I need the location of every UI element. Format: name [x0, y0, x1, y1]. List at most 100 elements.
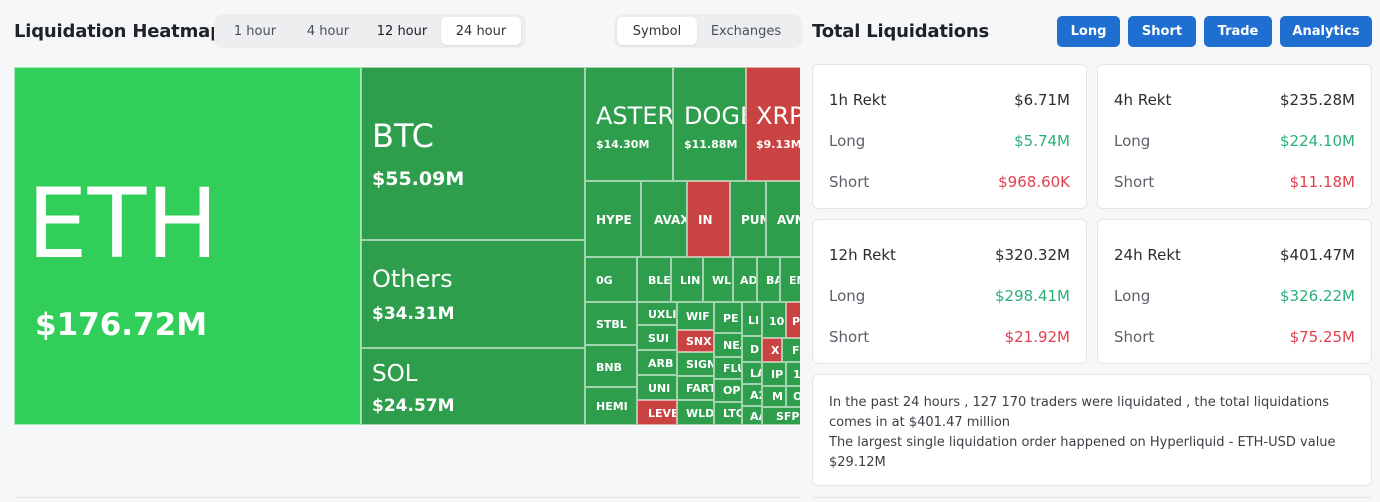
tile-sfp[interactable]: SFP — [762, 407, 800, 425]
card-short-value: $21.92M — [1004, 328, 1070, 346]
card-short-label: Short — [829, 173, 870, 191]
tile-ltc[interactable]: LTC — [714, 402, 742, 425]
tile-sol[interactable]: SOL $24.57M — [361, 348, 585, 425]
card-long-value: $224.10M — [1280, 132, 1355, 150]
card-total: $320.32M — [995, 246, 1070, 264]
tile-lin[interactable]: LIN — [671, 257, 703, 302]
tile-avax[interactable]: AVAX — [641, 181, 687, 257]
tile-lever[interactable]: LEVER — [637, 400, 677, 425]
tile-doge[interactable]: DOGE $11.88M — [673, 67, 746, 181]
heatmap-title: Liquidation Heatmap — [14, 21, 223, 42]
card-short-label: Short — [829, 328, 870, 346]
card-period: 12h Rekt — [829, 246, 896, 264]
tile-in[interactable]: IN — [687, 181, 730, 257]
tile-aa[interactable]: AA — [742, 406, 762, 425]
tile-ba[interactable]: BA — [757, 257, 780, 302]
tile-flu[interactable]: FLU — [714, 357, 742, 379]
tile-avnt[interactable]: AVNT — [766, 181, 800, 257]
tile-10[interactable]: 10 — [762, 302, 786, 338]
tile-fart[interactable]: FART — [677, 376, 714, 400]
tile-snx[interactable]: SNX — [677, 330, 714, 352]
timeframe-24h[interactable]: 24 hour — [441, 17, 521, 45]
timeframe-1h[interactable]: 1 hour — [233, 23, 277, 39]
card-period: 4h Rekt — [1114, 91, 1172, 109]
tile-f[interactable]: F — [782, 338, 800, 362]
tile-a2[interactable]: A2 — [742, 384, 762, 406]
card-long-label: Long — [829, 287, 866, 305]
card-long-value: $5.74M — [1014, 132, 1070, 150]
tile-pum[interactable]: PUM — [730, 181, 766, 257]
timeframe-selector: 1 hour 4 hour 12 hour 24 hour — [214, 14, 526, 48]
summary-line-traders: In the past 24 hours , 127 170 traders w… — [829, 395, 1329, 430]
summary-line-largest: The largest single liquidation order hap… — [829, 435, 1336, 470]
tile-li[interactable]: LI — [742, 302, 762, 336]
tile-op[interactable]: OP — [714, 379, 742, 402]
card-short-value: $11.18M — [1289, 173, 1355, 191]
tile-sui[interactable]: SUI — [637, 325, 677, 350]
tile-value: $55.09M — [372, 168, 465, 190]
card-long-label: Long — [829, 132, 866, 150]
card-long-label: Long — [1114, 132, 1151, 150]
tile-hype[interactable]: HYPE — [585, 181, 641, 257]
view-exchanges[interactable]: Exchanges — [710, 23, 782, 39]
tile-symbol: DOGE — [684, 102, 745, 130]
tile-wli[interactable]: WLI — [703, 257, 733, 302]
card-short-value: $75.25M — [1289, 328, 1355, 346]
tile-symbol: Others — [372, 265, 453, 293]
card-total: $235.28M — [1280, 91, 1355, 109]
timeframe-4h[interactable]: 4 hour — [306, 23, 350, 39]
tile-eth[interactable]: ETH $176.72M — [14, 67, 361, 425]
tile-ip[interactable]: IP — [762, 362, 786, 386]
tile-nea[interactable]: NEA — [714, 333, 742, 357]
long-button[interactable]: Long — [1057, 16, 1120, 47]
tile-pu[interactable]: PU — [786, 302, 800, 338]
tile-x[interactable]: X — [762, 338, 782, 362]
divider — [14, 497, 800, 498]
rekt-card-12h: 12h Rekt $320.32M Long $298.41M Short $21.9… — [812, 219, 1087, 364]
tile-wif[interactable]: WIF — [677, 302, 714, 330]
tile-xrp[interactable]: XRP $9.13M — [746, 67, 800, 181]
trade-button[interactable]: Trade — [1204, 16, 1272, 47]
card-long-label: Long — [1114, 287, 1151, 305]
liquidation-summary: In the past 24 hours , 127 170 traders w… — [812, 374, 1372, 486]
tile-wld[interactable]: WLD — [677, 400, 714, 425]
tile-others[interactable]: Others $34.31M — [361, 240, 585, 348]
tile-en[interactable]: EN — [780, 257, 800, 302]
tile-value: $14.30M — [596, 138, 650, 151]
tile-btc[interactable]: BTC $55.09M — [361, 67, 585, 240]
tile-bnb[interactable]: BNB — [585, 345, 637, 387]
tile-stbl[interactable]: STBL — [585, 302, 637, 345]
tile-1c[interactable]: 1C — [786, 362, 800, 386]
tile-uxli[interactable]: UXLI — [637, 302, 677, 325]
tile-ad[interactable]: AD — [733, 257, 757, 302]
liquidation-treemap: ETH $176.72M BTC $55.09M Others $34.31M … — [14, 67, 800, 425]
tile-la[interactable]: LA — [742, 362, 762, 384]
tile-hemi[interactable]: HEMI — [585, 387, 637, 425]
rekt-card-4h: 4h Rekt $235.28M Long $224.10M Short $11.18… — [1097, 64, 1372, 209]
card-total: $6.71M — [1014, 91, 1070, 109]
analytics-button[interactable]: Analytics — [1280, 16, 1372, 47]
card-short-label: Short — [1114, 328, 1155, 346]
tile-symbol: BTC — [372, 117, 434, 155]
tile-d[interactable]: D — [742, 336, 762, 362]
tile-ble[interactable]: BLE — [637, 257, 671, 302]
timeframe-12h[interactable]: 12 hour — [376, 23, 428, 39]
tile-sign[interactable]: SIGN — [677, 352, 714, 376]
tile-aster[interactable]: ASTER $14.30M — [585, 67, 673, 181]
card-long-value: $298.41M — [995, 287, 1070, 305]
card-long-value: $326.22M — [1280, 287, 1355, 305]
tile-symbol: ETH — [27, 168, 219, 280]
tile-o[interactable]: O — [786, 386, 800, 407]
tile-arb[interactable]: ARB — [637, 350, 677, 375]
tile-0g[interactable]: 0G — [585, 257, 637, 302]
view-symbol[interactable]: Symbol — [617, 17, 697, 45]
totals-title: Total Liquidations — [812, 21, 990, 42]
tile-pe[interactable]: PE — [714, 302, 742, 333]
short-button[interactable]: Short — [1128, 16, 1196, 47]
tile-symbol: ASTER — [596, 102, 673, 130]
card-total: $401.47M — [1280, 246, 1355, 264]
card-period: 24h Rekt — [1114, 246, 1181, 264]
tile-uni[interactable]: UNI — [637, 375, 677, 400]
tile-m[interactable]: M — [762, 386, 786, 407]
